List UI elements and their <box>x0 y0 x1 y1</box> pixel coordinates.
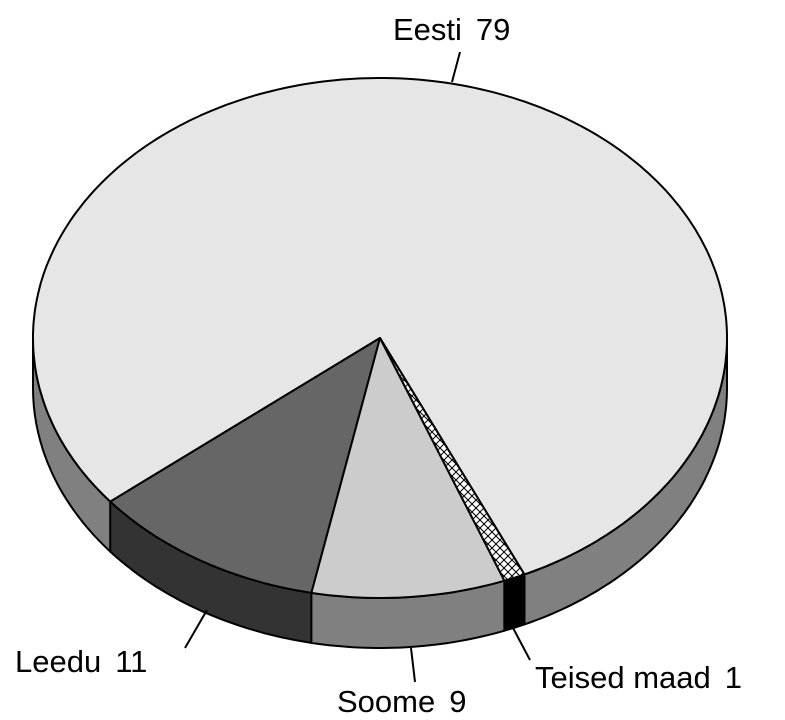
data-label: Leedu 11 <box>15 644 147 679</box>
pie-slice <box>310 337 506 599</box>
leader-line <box>184 609 208 649</box>
leader-line <box>451 51 461 83</box>
pie-side <box>503 573 526 632</box>
pie-slice <box>32 77 728 576</box>
label-name: Eesti <box>393 12 462 47</box>
label-value: 11 <box>115 644 147 679</box>
pie-slice <box>379 337 526 582</box>
data-label: Teised maad 1 <box>535 660 742 695</box>
pie-slice <box>109 337 381 594</box>
label-name: Leedu <box>15 644 101 679</box>
data-label: Eesti 79 <box>393 12 510 47</box>
data-label: Soome 9 <box>337 684 466 719</box>
label-value: 9 <box>449 684 466 719</box>
leader-line <box>410 647 416 683</box>
label-name: Soome <box>337 684 435 719</box>
label-value: 79 <box>476 12 510 47</box>
label-name: Teised maad <box>535 660 711 695</box>
label-value: 1 <box>725 660 742 695</box>
leader-line <box>511 625 531 661</box>
